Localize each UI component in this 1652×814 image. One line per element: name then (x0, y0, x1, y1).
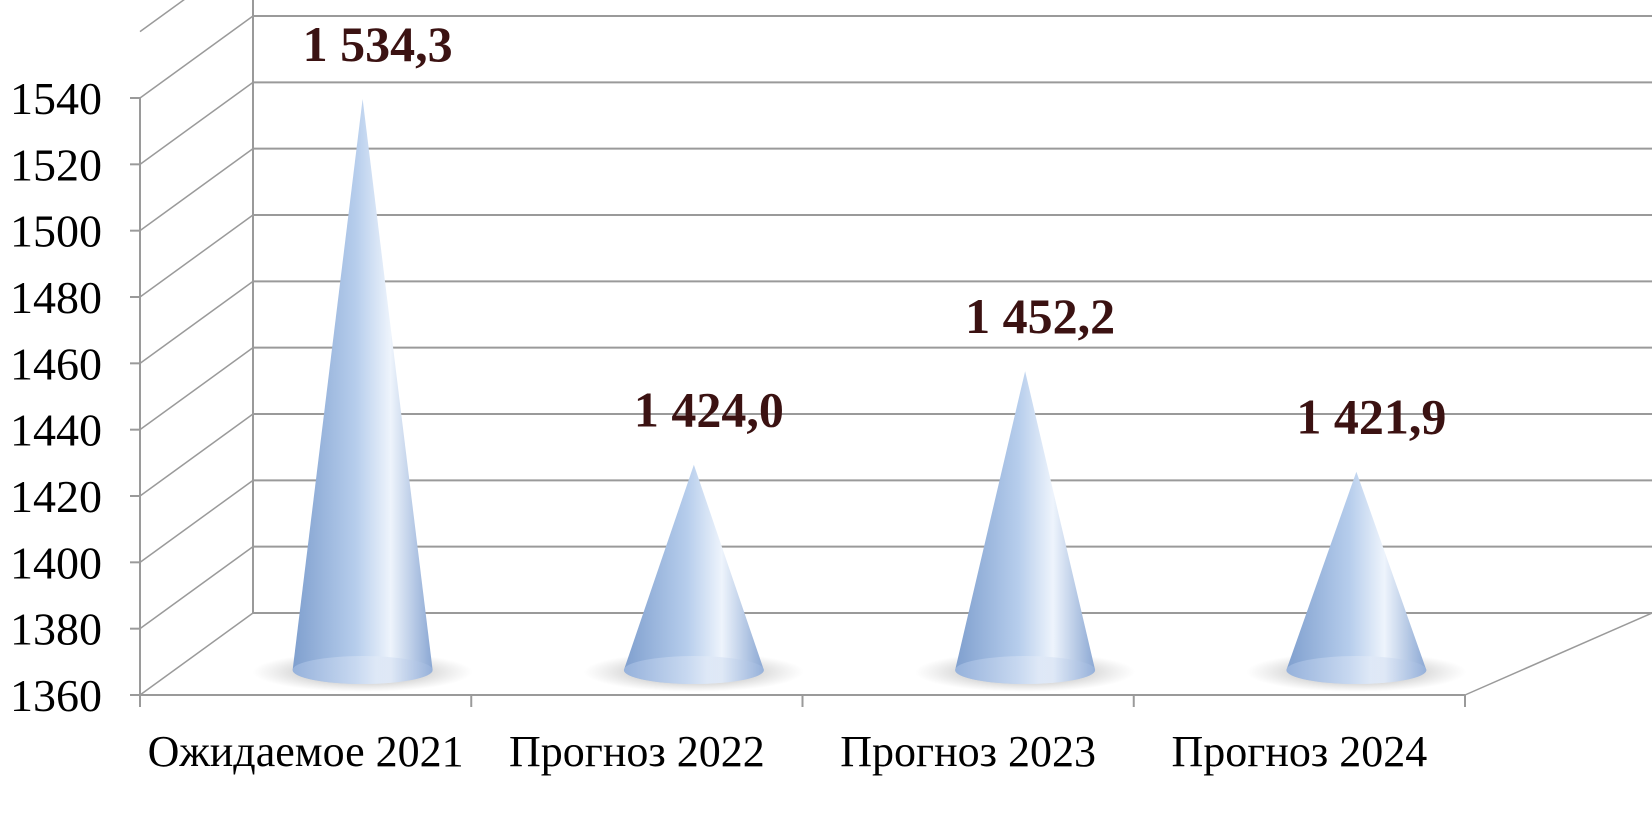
gridline-side (139, 148, 254, 232)
gridline-side (139, 413, 254, 497)
gridline-side (139, 15, 254, 99)
gridline-side (139, 546, 254, 630)
cone-bar (292, 98, 433, 684)
cone-base (1286, 656, 1427, 684)
data-label: 1 534,3 (303, 16, 453, 72)
y-tick-label: 1380 (10, 604, 102, 655)
gridline-side (139, 612, 254, 696)
gridline-side (139, 214, 254, 298)
y-tick-label: 1400 (10, 537, 102, 588)
x-tick-label: Прогноз 2023 (840, 727, 1096, 776)
labels: 1360 1380 1400 1420 1440 1460 1480 1500 1520 1540… (10, 16, 1446, 776)
data-label: 1 424,0 (634, 382, 784, 438)
y-tick-label: 1480 (10, 272, 102, 323)
y-tick-label: 1420 (10, 471, 102, 522)
y-tick-label: 1440 (10, 405, 102, 456)
cone-base (623, 656, 764, 684)
cone-bar (623, 464, 764, 684)
cone-base (292, 656, 433, 684)
gridline-side (139, 0, 185, 33)
gridline-side (139, 81, 254, 165)
data-label: 1 421,9 (1296, 389, 1446, 445)
x-tick-label: Прогноз 2024 (1172, 727, 1428, 776)
y-tick-label: 1520 (10, 139, 102, 190)
axes (130, 97, 1466, 707)
cone-bar (1286, 471, 1427, 684)
y-tick-label: 1360 (10, 670, 102, 721)
floor-edge (1464, 612, 1652, 696)
x-tick-label: Ожидаемое 2021 (148, 727, 464, 776)
x-tick-label: Прогноз 2022 (509, 727, 765, 776)
y-tick-label: 1540 (10, 73, 102, 124)
cone-base (955, 656, 1096, 684)
cones (252, 98, 1467, 692)
data-label: 1 452,2 (965, 288, 1115, 344)
cone-bar (955, 371, 1096, 684)
gridline-side (139, 479, 254, 563)
gridlines (139, 0, 1652, 696)
gridline-side (139, 280, 254, 364)
y-tick-label: 1460 (10, 338, 102, 389)
y-tick-label: 1500 (10, 206, 102, 257)
gridline-side (139, 347, 254, 431)
